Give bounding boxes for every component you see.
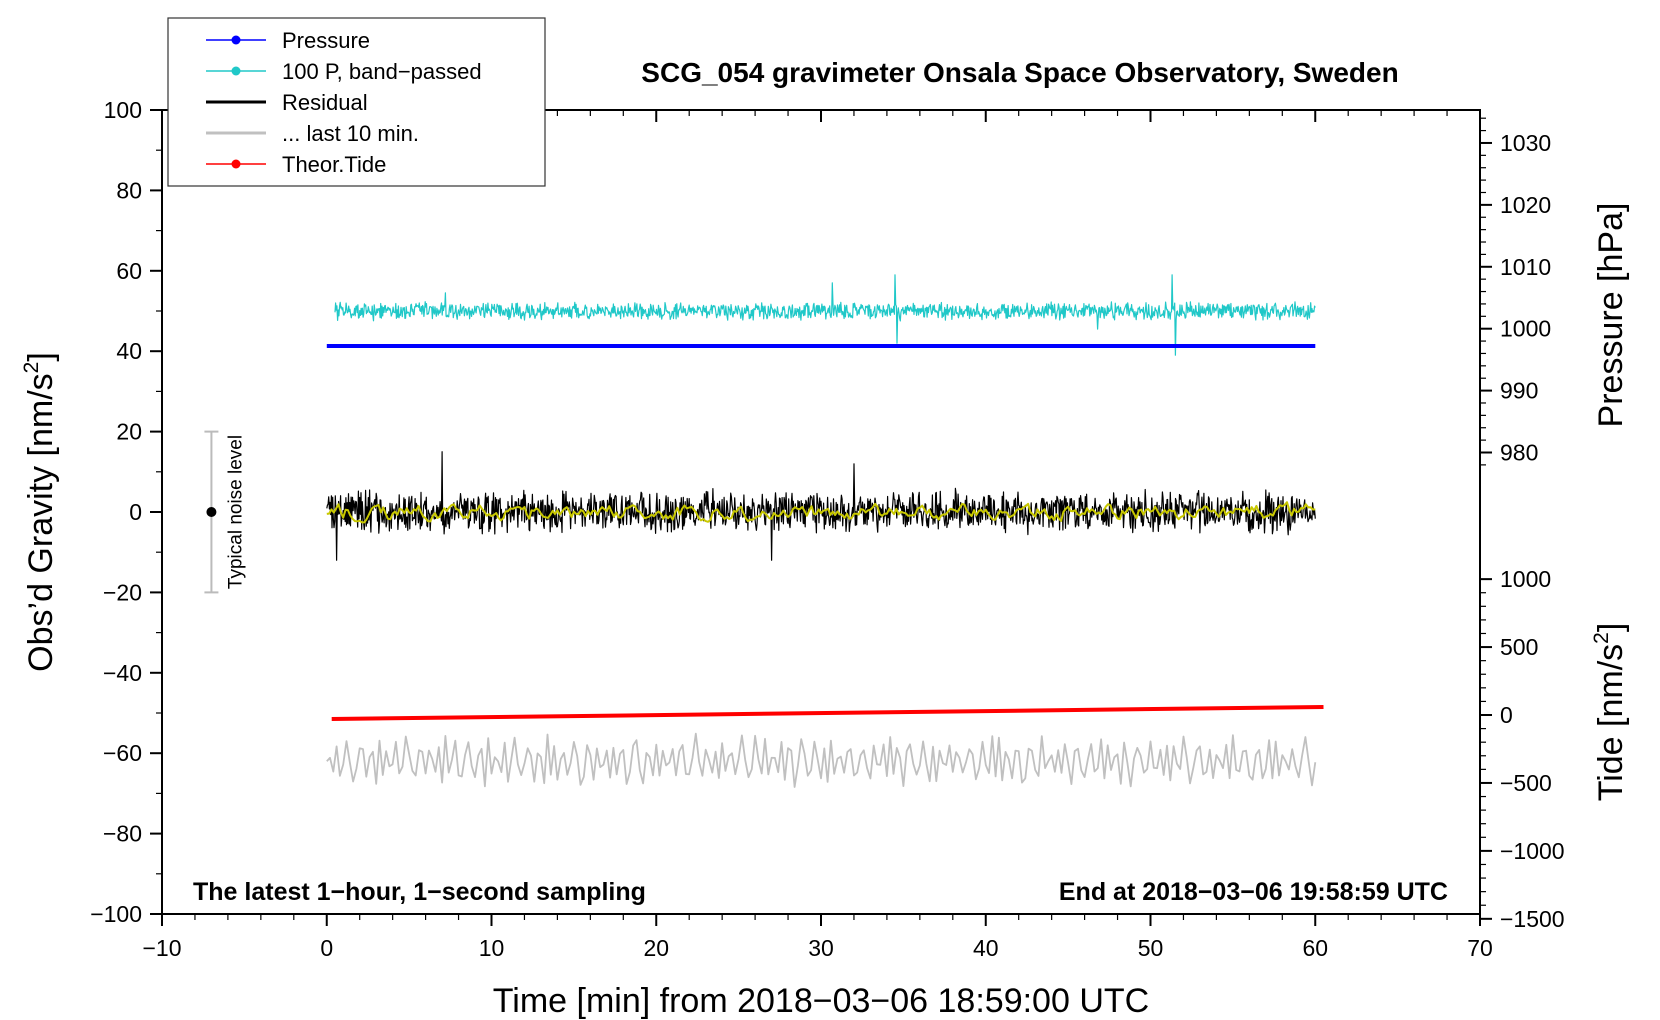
y-tick-label: −40	[103, 660, 142, 686]
tide-axis-title: Tide [nm/s2]	[1590, 623, 1630, 802]
y-tick-label: 60	[116, 258, 142, 284]
tide-axis-title-end: ]	[1592, 623, 1630, 632]
axis-layer: −10 0 10 20 30 40 50 60 70−100−80−60−40−20020406…	[90, 97, 1564, 961]
x-tick-label: 50	[1138, 935, 1164, 961]
legend-entry: Pressure	[206, 28, 370, 53]
legend-marker	[231, 66, 241, 76]
legend-label: Theor.Tide	[282, 152, 386, 177]
series-smoothed-residual	[326, 501, 1316, 524]
noise-center-dot	[206, 507, 217, 517]
y-tick-label: −20	[103, 579, 142, 605]
pressure-axis-title: Pressure [hPa]	[1592, 203, 1630, 428]
pressure-tick-label: 1030	[1500, 130, 1551, 156]
legend-label: Residual	[282, 90, 368, 115]
chart-title: SCG_054 gravimeter Onsala Space Observat…	[641, 57, 1398, 88]
annotation-bottom-right: End at 2018−03−06 19:58:59 UTC	[1059, 878, 1448, 906]
x-tick-label: 60	[1302, 935, 1328, 961]
y-tick-label: 0	[129, 499, 142, 525]
legend-label: ... last 10 min.	[282, 121, 419, 146]
noise-label: Typical noise level	[225, 435, 246, 589]
series-layer	[326, 274, 1324, 788]
x-tick-label: 40	[973, 935, 999, 961]
tide-tick-label: 1000	[1500, 566, 1551, 592]
tide-tick-label: 0	[1500, 702, 1513, 728]
series-100-p-band-passed	[334, 274, 1316, 356]
tide-tick-label: 500	[1500, 634, 1538, 660]
x-tick-label: 20	[643, 935, 669, 961]
tide-tick-label: −1500	[1500, 906, 1565, 932]
y-tick-label: 40	[116, 338, 142, 364]
legend-marker	[231, 159, 241, 169]
x-tick-label: 30	[808, 935, 834, 961]
legend-label: 100 P, band−passed	[282, 59, 482, 84]
pressure-tick-label: 1010	[1500, 254, 1551, 280]
x-tick-label: 0	[320, 935, 333, 961]
pressure-tick-label: 980	[1500, 440, 1538, 466]
legend-entry: ... last 10 min.	[206, 121, 419, 146]
legend-marker	[231, 35, 241, 45]
legend-entry: Residual	[206, 90, 368, 115]
left-axis-title-sup: 2	[20, 362, 43, 374]
pressure-tick-label: 1020	[1500, 192, 1551, 218]
x-tick-label: 10	[479, 935, 505, 961]
tide-tick-label: −1000	[1500, 838, 1565, 864]
y-tick-label: −100	[90, 901, 142, 927]
pressure-tick-label: 1000	[1500, 316, 1551, 342]
x-tick-label: −10	[142, 935, 181, 961]
y-tick-label: −60	[103, 740, 142, 766]
y-tick-label: 100	[104, 97, 142, 123]
legend-entries: Pressure 100 P, band−passed Residual ... la…	[206, 28, 482, 177]
noise-indicator: Typical noise level	[204, 430, 246, 594]
y-tick-label: 20	[116, 419, 142, 445]
tide-tick-label: −500	[1500, 770, 1552, 796]
legend: Pressure 100 P, band−passed Residual ... la…	[167, 17, 546, 187]
tide-axis-title-main: Tide [nm/s	[1592, 644, 1630, 801]
y-tick-label: 80	[116, 177, 142, 203]
annotation-bottom-left: The latest 1−hour, 1−second sampling	[193, 878, 646, 906]
left-axis-title: Obs’d Gravity [nm/s2]	[20, 352, 60, 672]
x-tick-label: 70	[1467, 935, 1493, 961]
series-residual	[326, 451, 1316, 561]
legend-entry: 100 P, band−passed	[206, 59, 482, 84]
tide-axis-title-sup: 2	[1590, 632, 1613, 644]
left-axis-title-end: ]	[22, 352, 60, 361]
y-tick-label: −80	[103, 821, 142, 847]
series-theor-tide	[331, 705, 1324, 721]
left-axis-title-main: Obs’d Gravity [nm/s	[22, 373, 60, 672]
legend-entry: Theor.Tide	[206, 152, 386, 177]
pressure-tick-label: 990	[1500, 378, 1538, 404]
series-last-10-min	[326, 732, 1317, 788]
x-axis-title: Time [min] from 2018−03−06 18:59:00 UTC	[493, 982, 1149, 1020]
legend-label: Pressure	[282, 28, 370, 53]
